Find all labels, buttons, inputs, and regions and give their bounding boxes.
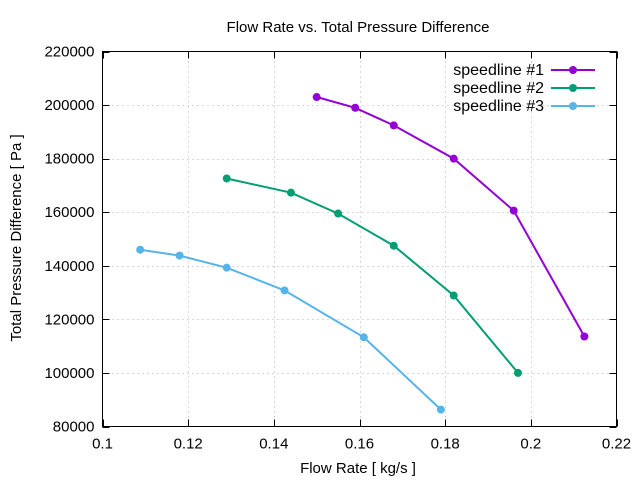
legend-item-3: speedline #3: [453, 98, 595, 115]
data-point: [449, 291, 458, 300]
data-point: [449, 154, 458, 163]
y-axis-label: Total Pressure Difference [ Pa ]: [8, 134, 25, 341]
data-point: [286, 188, 295, 197]
chart-title: Flow Rate vs. Total Pressure Difference: [227, 19, 490, 36]
x-tick-label: 0.2: [520, 436, 541, 453]
x-tick-label: 0.1: [92, 436, 113, 453]
data-point: [389, 121, 398, 130]
data-point: [222, 174, 231, 183]
y-tick-label: 160000: [44, 204, 94, 221]
x-tick-label: 0.18: [431, 436, 460, 453]
data-point: [334, 209, 343, 218]
series-layer: [136, 93, 589, 414]
data-point: [509, 206, 518, 215]
legend-label: speedline #2: [453, 80, 544, 97]
y-tick-label: 140000: [44, 258, 94, 275]
data-point: [222, 263, 231, 272]
series-2: [222, 174, 522, 377]
series-3: [136, 245, 445, 414]
data-point: [513, 368, 522, 377]
y-tick-label: 100000: [44, 365, 94, 382]
plot-frame: [102, 51, 617, 427]
data-point: [351, 103, 360, 112]
data-point: [359, 333, 368, 342]
grid-layer: [102, 51, 617, 427]
series-line: [226, 177, 519, 374]
data-point: [136, 245, 145, 254]
legend-label: speedline #1: [453, 62, 544, 79]
y-tick-label: 200000: [44, 97, 94, 114]
data-point: [175, 251, 184, 260]
tick-layer: 0.1 0.12 0.14 0.16 0.18 0.2 0.22 80000 100000 120…: [44, 44, 631, 453]
x-tick-label: 0.22: [602, 436, 631, 453]
series-line: [140, 248, 442, 411]
legend-item-2: speedline #2: [453, 80, 595, 97]
legend-swatch-marker: [569, 66, 577, 74]
x-axis-label: Flow Rate [ kg/s ]: [300, 460, 416, 477]
data-point: [280, 286, 289, 295]
x-tick-label: 0.16: [345, 436, 374, 453]
legend-item-1: speedline #1: [453, 62, 595, 79]
y-tick-label: 120000: [44, 311, 94, 328]
y-tick-label: 180000: [44, 151, 94, 168]
y-tick-label: 220000: [44, 44, 94, 61]
data-point: [312, 93, 321, 102]
series-line: [316, 96, 586, 337]
x-tick-label: 0.12: [174, 436, 203, 453]
x-tick-label: 0.14: [259, 436, 288, 453]
data-point: [580, 332, 589, 341]
legend-label: speedline #3: [453, 98, 544, 115]
series-1: [312, 93, 589, 341]
data-point: [436, 405, 445, 414]
y-tick-label: 80000: [53, 419, 95, 436]
legend-swatch-marker: [569, 102, 577, 110]
data-point: [389, 241, 398, 250]
legend-swatch-marker: [569, 84, 577, 92]
